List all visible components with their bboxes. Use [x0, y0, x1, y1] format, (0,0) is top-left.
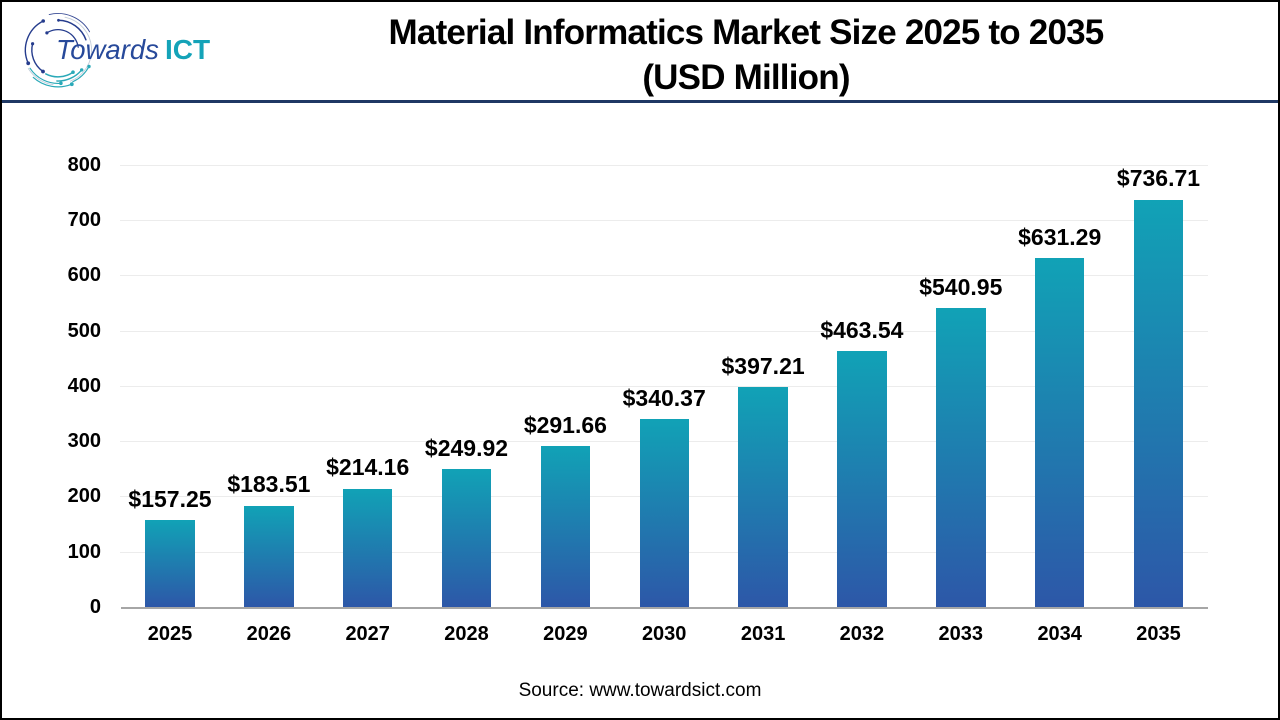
- svg-text:ICT: ICT: [165, 34, 210, 65]
- svg-text:Towards: Towards: [56, 34, 159, 65]
